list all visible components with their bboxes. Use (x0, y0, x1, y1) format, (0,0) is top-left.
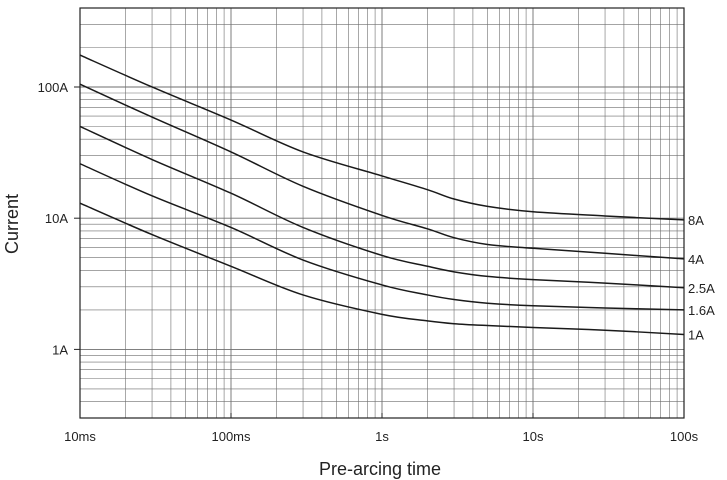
x-tick-label: 1s (375, 429, 389, 444)
series-line-4A (79, 83, 685, 260)
series-line-1A (79, 202, 685, 336)
series-label-8A: 8A (688, 213, 704, 228)
series-line-8A (79, 54, 685, 221)
y-tick-label: 100A (38, 80, 69, 95)
x-tick-label: 10ms (64, 429, 96, 444)
series-label-1A: 1A (688, 327, 704, 342)
y-tick-label: 1A (52, 342, 68, 357)
series-label-2-5A: 2.5A (688, 281, 715, 296)
y-tick-label: 10A (45, 211, 68, 226)
series-line-2-5A (79, 125, 685, 289)
y-axis-title: Current (2, 194, 22, 254)
x-tick-label: 100ms (211, 429, 251, 444)
curve-labels: 8A 4A 2.5A 1.6A 1A (688, 213, 715, 343)
curves (79, 54, 685, 336)
x-axis-title: Pre-arcing time (319, 459, 441, 479)
series-label-1-6A: 1.6A (688, 303, 715, 318)
x-tick-label: 10s (523, 429, 544, 444)
series-line-1-6A (79, 163, 685, 311)
grid (80, 8, 684, 419)
x-tick-label: 100s (670, 429, 699, 444)
y-tick-labels: 1A 10A 100A (38, 80, 80, 357)
x-tick-labels: 10ms 100ms 1s 10s 100s (64, 413, 699, 444)
series-label-4A: 4A (688, 252, 704, 267)
